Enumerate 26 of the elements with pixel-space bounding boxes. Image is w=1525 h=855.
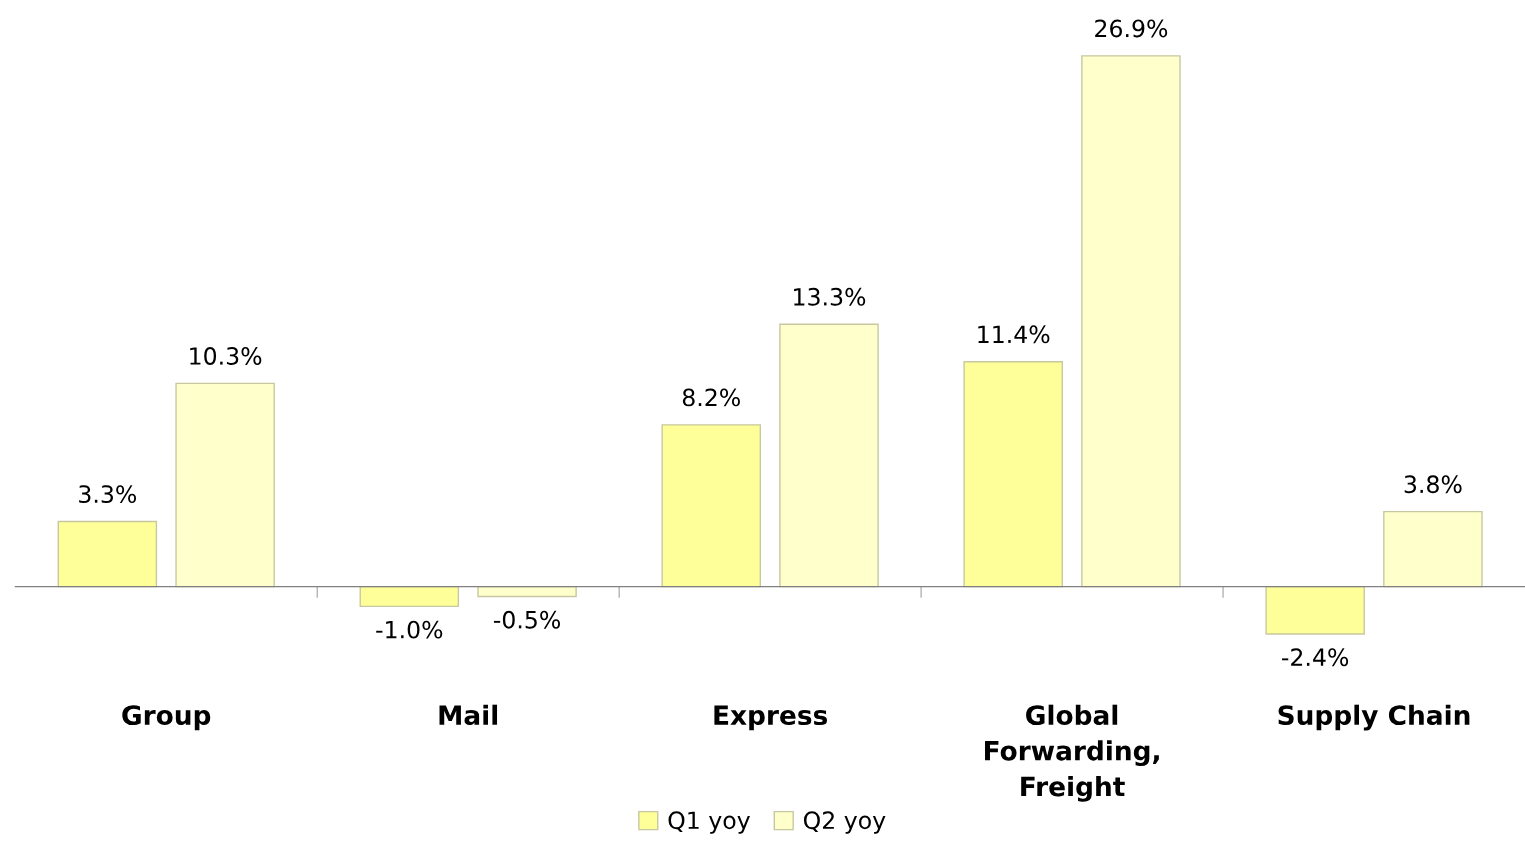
legend-label: Q1 yoy (668, 811, 750, 834)
bar (359, 585, 460, 608)
x-tick-label: Group (122, 705, 211, 731)
data-label: 8.2% (682, 388, 740, 407)
bar (661, 424, 762, 588)
data-label: 13.3% (794, 287, 866, 306)
bar (57, 520, 158, 588)
x-tick-label: Supply Chain (1278, 704, 1470, 731)
data-label: 26.9% (1095, 19, 1168, 38)
data-label: 10.3% (190, 347, 262, 365)
x-tick-label: Global Forwarding, Freight (985, 704, 1159, 802)
data-label: -1.0% (376, 620, 443, 639)
x-tick-label: Mail (439, 704, 498, 726)
data-label: -0.5% (493, 610, 561, 629)
data-label: -2.4% (1282, 648, 1349, 667)
bar (175, 382, 275, 588)
bar (1081, 55, 1181, 588)
legend-label: Q2 yoy (803, 811, 886, 834)
bar (1265, 585, 1365, 635)
bar (1383, 510, 1483, 588)
data-label: 3.3% (79, 485, 137, 504)
bar (779, 323, 879, 588)
x-tick-label: Express (714, 705, 828, 731)
bar (963, 360, 1063, 588)
data-label: 11.4% (978, 325, 1050, 344)
data-label: 3.8% (1404, 475, 1462, 494)
